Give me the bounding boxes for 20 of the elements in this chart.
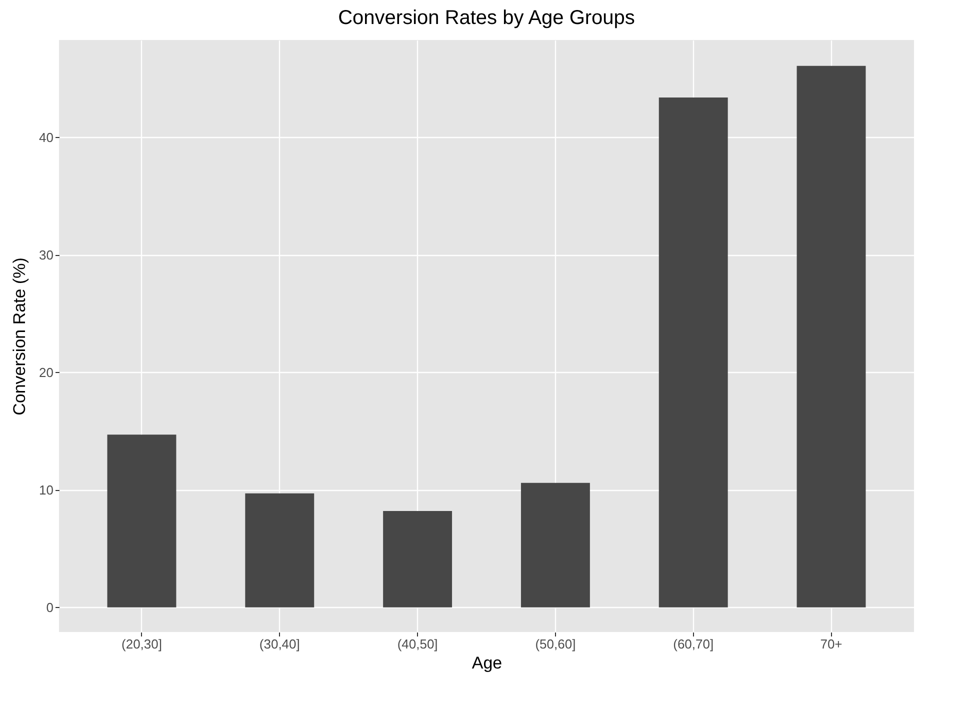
bar	[796, 66, 866, 608]
bar	[658, 98, 728, 608]
x-tick-label: (20,30]	[122, 636, 162, 652]
y-tick-label: 30	[39, 247, 54, 262]
x-tick-label: (40,50]	[397, 636, 438, 652]
y-tick-label: 0	[46, 600, 54, 615]
x-tick-label: (30,40]	[259, 636, 300, 652]
chart-title: Conversion Rates by Age Groups	[338, 7, 635, 29]
x-tick-label: (60,70]	[673, 636, 714, 652]
x-tick-label: 70+	[820, 636, 842, 652]
x-tick-label: (50,60]	[535, 636, 576, 652]
bar	[383, 511, 452, 608]
bar	[520, 482, 590, 608]
y-tick-label: 20	[39, 364, 54, 380]
y-tick-label: 40	[39, 130, 54, 145]
y-axis-title: Conversion Rate (%)	[10, 258, 30, 416]
x-axis-title: Age	[472, 654, 502, 672]
bar	[245, 493, 314, 608]
bar	[107, 434, 176, 608]
y-tick-label: 10	[39, 482, 54, 498]
